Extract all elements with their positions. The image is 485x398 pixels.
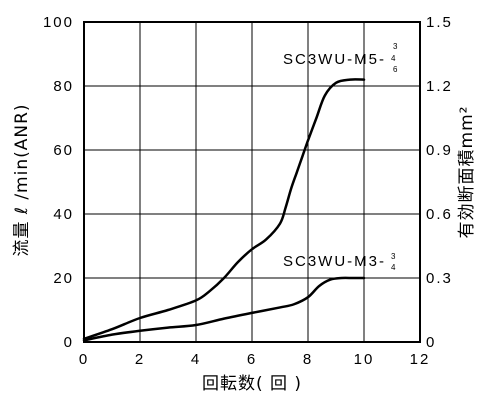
series-lines [84,79,364,340]
series-label-m3-fraction-top: 3 [391,252,396,261]
x-tick-label-6: 12 [410,351,431,368]
x-axis-label: 回転数( 回 ) [202,374,302,394]
y2-tick-label-0: 0 [426,334,436,351]
series-label-m5-fraction-bottom: 6 [393,65,398,74]
y-tick-label-0: 0 [64,334,74,351]
y2-tick-label-1: 0.3 [426,270,453,287]
series-label-m3: SC3WU-M3- 3 4 [283,252,396,272]
y-tick-labels: 0 20 40 60 80 100 [43,14,74,351]
series-line-0 [84,79,364,338]
series-label-m5: SC3WU-M5- 3 4 6 [283,42,398,74]
y-tick-label-4: 80 [53,78,74,95]
series-label-m5-fraction-mid: 4 [391,54,396,63]
y2-tick-label-3: 0.9 [426,142,453,159]
y2-tick-label-4: 1.2 [426,78,453,95]
y-tick-label-5: 100 [43,14,74,31]
x-tick-label-1: 2 [135,351,145,368]
y-axis-label: 流量 ℓ /min(ANR) [12,103,32,256]
x-tick-labels: 0 2 4 6 8 10 12 [79,351,431,368]
x-tick-label-3: 6 [247,351,257,368]
x-tick-label-2: 4 [191,351,201,368]
y-tick-label-2: 40 [53,206,74,223]
y2-axis-label: 有効断面積mm² [457,106,477,239]
y2-tick-label-2: 0.6 [426,206,453,223]
x-tick-label-5: 10 [354,351,375,368]
y2-tick-labels: 0 0.3 0.6 0.9 1.2 1.5 [426,14,453,351]
series-label-m3-text: SC3WU-M3- [283,253,386,270]
y2-tick-label-5: 1.5 [426,14,453,31]
x-tick-label-0: 0 [79,351,89,368]
y-tick-label-1: 20 [53,270,74,287]
series-label-m5-text: SC3WU-M5- [283,51,386,68]
series-line-1 [84,278,364,341]
series-label-m3-fraction-bottom: 4 [391,263,396,272]
series-label-m5-fraction-top: 3 [393,42,398,51]
grid-lines [84,22,420,342]
x-tick-label-4: 8 [303,351,313,368]
y-tick-label-3: 60 [53,142,74,159]
